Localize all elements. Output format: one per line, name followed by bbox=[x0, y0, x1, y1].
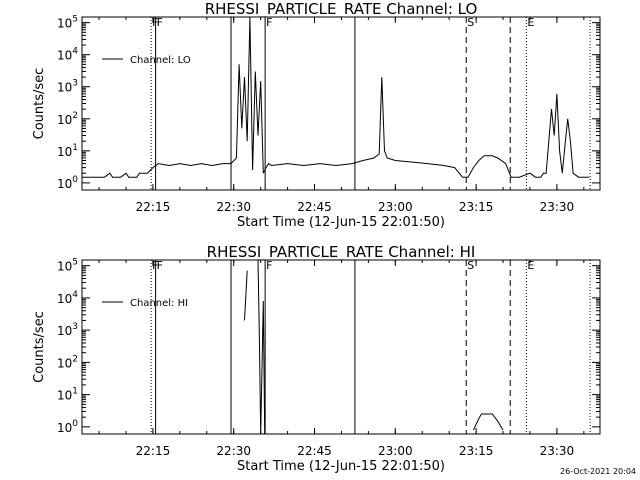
y-tick-exponent: 1 bbox=[72, 143, 78, 153]
x-axis-label: Start Time (12-Jun-15 22:01:50) bbox=[237, 459, 445, 474]
y-tick-label: 103 bbox=[57, 79, 78, 95]
y-tick-exponent: 5 bbox=[72, 15, 78, 25]
y-tick-exponent: 3 bbox=[72, 322, 78, 332]
event-markers: FFFSE bbox=[150, 16, 591, 190]
x-tick-label: 23:15 bbox=[459, 444, 494, 458]
chart-title: RHESSI_PARTICLE_RATE Channel: LO bbox=[205, 0, 478, 19]
y-tick-label: 105 bbox=[57, 15, 78, 31]
chart-title: RHESSI_PARTICLE_RATE Channel: HI bbox=[207, 243, 476, 262]
event-marker-label: F bbox=[157, 16, 163, 29]
y-tick-exponent: 0 bbox=[72, 419, 78, 429]
y-tick-label: 100 bbox=[57, 419, 78, 435]
event-marker-label: E bbox=[527, 16, 534, 29]
y-tick-exponent: 1 bbox=[72, 387, 78, 397]
series-line bbox=[472, 413, 504, 431]
event-marker-label: F bbox=[157, 259, 163, 272]
x-tick-label: 22:30 bbox=[216, 444, 251, 458]
y-tick-label: 101 bbox=[57, 387, 78, 403]
y-tick-label: 102 bbox=[57, 354, 78, 370]
y-tick-exponent: 3 bbox=[72, 79, 78, 89]
y-tick-label: 104 bbox=[57, 290, 78, 306]
legend-label: Channel: LO bbox=[130, 55, 191, 66]
y-tick-exponent: 4 bbox=[72, 290, 78, 300]
y-tick-label: 101 bbox=[57, 143, 78, 159]
x-tick-label: 23:30 bbox=[540, 200, 575, 214]
y-tick-exponent: 0 bbox=[72, 175, 78, 185]
y-tick-label: 105 bbox=[57, 258, 78, 274]
x-tick-label: 23:00 bbox=[378, 200, 413, 214]
series-line bbox=[244, 270, 248, 321]
event-marker-label: S bbox=[467, 16, 474, 29]
event-marker-label: E bbox=[527, 259, 534, 272]
series bbox=[244, 259, 504, 435]
legend: Channel: LO bbox=[102, 55, 191, 66]
x-axis-label: Start Time (12-Jun-15 22:01:50) bbox=[237, 215, 445, 230]
x-tick-label: 22:15 bbox=[136, 444, 171, 458]
legend: Channel: HI bbox=[102, 298, 188, 309]
series-line bbox=[257, 259, 266, 435]
series bbox=[82, 16, 590, 178]
footer-timestamp: 26-Oct-2021 20:04 bbox=[560, 467, 636, 476]
x-tick-label: 23:00 bbox=[378, 444, 413, 458]
y-tick-exponent: 2 bbox=[72, 354, 78, 364]
event-marker-label: F bbox=[266, 259, 272, 272]
x-tick-label: 22:15 bbox=[136, 200, 171, 214]
x-axis-ticks: 22:15 22:30 22:45 23:00 23:15 23:30 bbox=[98, 17, 585, 214]
y-tick-label: 100 bbox=[57, 175, 78, 191]
x-tick-label: 23:15 bbox=[459, 200, 494, 214]
event-marker-label: F bbox=[266, 16, 272, 29]
x-tick-label: 22:45 bbox=[297, 444, 332, 458]
y-tick-exponent: 4 bbox=[72, 47, 78, 57]
plot-frame bbox=[81, 259, 601, 435]
x-tick-label: 22:30 bbox=[216, 200, 251, 214]
y-tick-label: 102 bbox=[57, 111, 78, 127]
y-axis-label: Counts/sec bbox=[32, 68, 47, 140]
y-tick-label: 103 bbox=[57, 322, 78, 338]
x-tick-label: 23:30 bbox=[540, 444, 575, 458]
y-axis-label: Counts/sec bbox=[32, 311, 47, 383]
y-tick-exponent: 5 bbox=[72, 258, 78, 268]
event-marker-label: S bbox=[467, 259, 474, 272]
event-markers: FFFSE bbox=[150, 259, 591, 434]
series-line bbox=[82, 16, 590, 178]
y-tick-exponent: 2 bbox=[72, 111, 78, 121]
legend-label: Channel: HI bbox=[130, 298, 188, 309]
y-tick-label: 104 bbox=[57, 47, 78, 63]
x-tick-label: 22:45 bbox=[297, 200, 332, 214]
x-axis-ticks: 22:15 22:30 22:45 23:00 23:15 23:30 bbox=[98, 260, 585, 458]
